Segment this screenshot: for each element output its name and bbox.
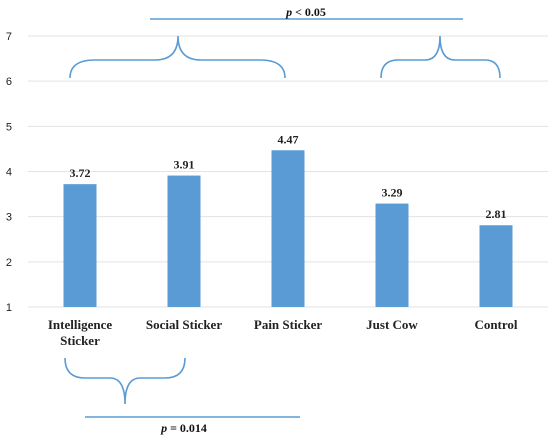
bottom-p-value: = 0.014 xyxy=(167,421,207,435)
top-p-value: < 0.05 xyxy=(292,5,326,19)
y-axis-ticks: 1 2 3 4 5 6 7 xyxy=(6,31,12,314)
data-labels: 3.72 3.91 4.47 3.29 2.81 xyxy=(70,132,507,221)
top-significance-annotation: p < 0.05 xyxy=(69,5,501,79)
y-tick-label: 6 xyxy=(6,76,12,88)
category-label: Intelligence Sticker xyxy=(48,317,112,348)
category-label: Just Cow xyxy=(366,317,418,332)
bars xyxy=(63,150,513,307)
data-label: 4.47 xyxy=(278,132,299,146)
category-label: Pain Sticker xyxy=(254,317,322,332)
category-labels: Intelligence Sticker Social Sticker Pain St… xyxy=(48,317,518,348)
y-tick-label: 5 xyxy=(6,121,12,133)
top-brace-right xyxy=(380,35,501,79)
top-significance-label: p < 0.05 xyxy=(285,5,326,19)
bar xyxy=(375,203,409,307)
bar xyxy=(271,150,305,307)
y-tick-label: 2 xyxy=(6,257,12,269)
category-label: Social Sticker xyxy=(146,317,222,332)
y-tick-label: 7 xyxy=(6,31,12,43)
category-label: Control xyxy=(474,317,517,332)
bottom-p-symbol: p xyxy=(160,421,167,435)
data-label: 3.72 xyxy=(70,166,91,180)
bar xyxy=(167,175,201,307)
bottom-brace xyxy=(64,357,186,405)
bottom-significance-label: p = 0.014 xyxy=(160,421,207,435)
top-brace-left xyxy=(69,35,286,79)
data-label: 3.29 xyxy=(382,186,403,200)
data-label: 2.81 xyxy=(486,207,507,221)
y-tick-label: 3 xyxy=(6,212,12,224)
top-p-symbol: p xyxy=(285,5,292,19)
y-tick-label: 4 xyxy=(6,167,12,179)
bar xyxy=(479,225,513,307)
bottom-significance-annotation: p = 0.014 xyxy=(64,357,300,435)
bar xyxy=(63,184,97,307)
y-tick-label: 1 xyxy=(6,302,12,314)
data-label: 3.91 xyxy=(174,158,195,172)
